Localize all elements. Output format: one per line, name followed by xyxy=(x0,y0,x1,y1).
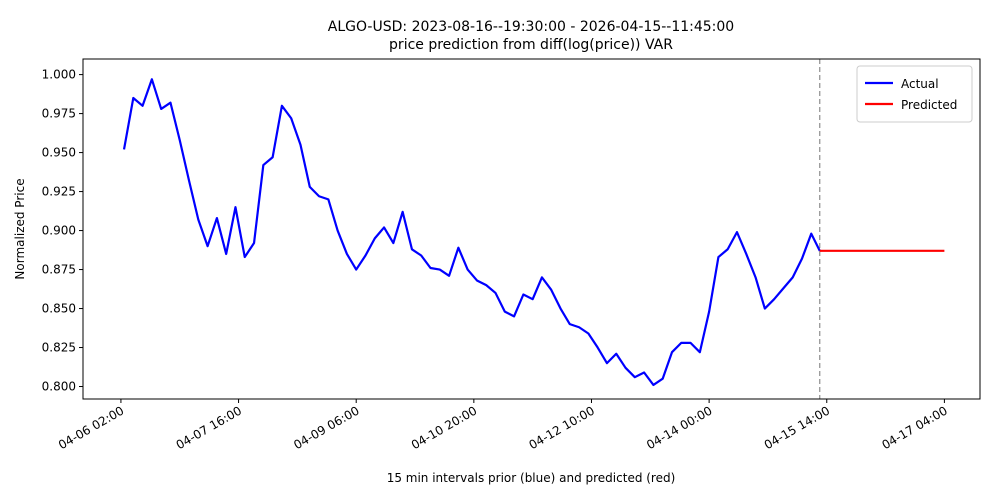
chart-subtitle: price prediction from diff(log(price)) V… xyxy=(389,37,673,53)
y-tick-label: 0.825 xyxy=(42,341,76,355)
plot-frame xyxy=(82,58,981,400)
series-line xyxy=(122,78,821,387)
y-tick-label: 0.800 xyxy=(42,380,76,394)
x-tick-label: 04-09 06:00 xyxy=(291,403,361,452)
legend-box xyxy=(856,65,973,123)
y-tick-label: 0.900 xyxy=(42,224,76,238)
x-tick-label: 04-06 02:00 xyxy=(56,403,126,452)
y-tick-label: 1.000 xyxy=(42,68,76,82)
y-tick-label: 0.850 xyxy=(42,302,76,316)
x-axis-label: 15 min intervals prior (blue) and predic… xyxy=(387,471,676,485)
legend-label: Actual xyxy=(901,77,939,91)
x-tick-label: 04-12 10:00 xyxy=(527,403,597,452)
y-tick-label: 0.925 xyxy=(42,185,76,199)
y-tick-label: 0.950 xyxy=(42,146,76,160)
x-tick-label: 04-07 16:00 xyxy=(174,403,244,452)
x-tick-label: 04-10 20:00 xyxy=(409,403,479,452)
x-tick-label: 04-14 00:00 xyxy=(644,403,714,452)
legend-label: Predicted xyxy=(901,98,957,112)
legend: Actual Predicted xyxy=(856,65,973,123)
x-tick-label: 04-15 14:00 xyxy=(762,403,832,452)
chart-title: ALGO-USD: 2023-08-16--19:30:00 - 2026-04… xyxy=(328,19,734,35)
x-tick-label: 04-17 04:00 xyxy=(879,403,949,452)
y-axis-label: Normalized Price xyxy=(13,178,27,279)
y-tick-label: 0.975 xyxy=(42,107,76,121)
y-tick-label: 0.875 xyxy=(42,263,76,277)
